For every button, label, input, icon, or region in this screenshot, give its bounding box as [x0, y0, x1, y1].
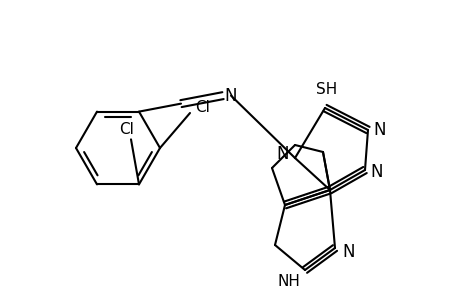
- Text: Cl: Cl: [119, 122, 134, 137]
- Text: N: N: [224, 87, 237, 105]
- Text: N: N: [276, 145, 289, 163]
- Text: NH: NH: [277, 274, 300, 290]
- Text: SH: SH: [316, 82, 337, 98]
- Text: N: N: [370, 163, 382, 181]
- Text: N: N: [342, 243, 354, 261]
- Text: Cl: Cl: [195, 100, 210, 116]
- Text: N: N: [373, 121, 386, 139]
